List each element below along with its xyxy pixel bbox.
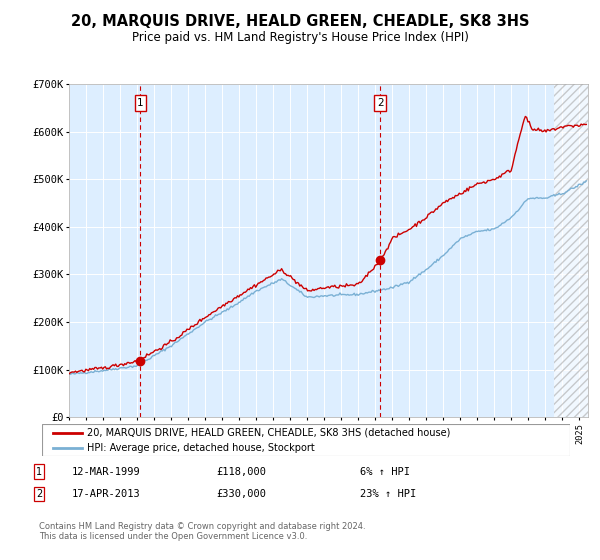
- Text: 1: 1: [137, 98, 144, 108]
- Text: 20, MARQUIS DRIVE, HEALD GREEN, CHEADLE, SK8 3HS (detached house): 20, MARQUIS DRIVE, HEALD GREEN, CHEADLE,…: [87, 428, 450, 438]
- Text: 6% ↑ HPI: 6% ↑ HPI: [360, 466, 410, 477]
- Text: 17-APR-2013: 17-APR-2013: [72, 489, 141, 499]
- FancyBboxPatch shape: [42, 424, 570, 456]
- Bar: [554, 84, 588, 417]
- Text: £118,000: £118,000: [216, 466, 266, 477]
- Text: 12-MAR-1999: 12-MAR-1999: [72, 466, 141, 477]
- Text: Price paid vs. HM Land Registry's House Price Index (HPI): Price paid vs. HM Land Registry's House …: [131, 31, 469, 44]
- Text: 1: 1: [36, 466, 42, 477]
- Text: 20, MARQUIS DRIVE, HEALD GREEN, CHEADLE, SK8 3HS: 20, MARQUIS DRIVE, HEALD GREEN, CHEADLE,…: [71, 14, 529, 29]
- Text: £330,000: £330,000: [216, 489, 266, 499]
- Text: HPI: Average price, detached house, Stockport: HPI: Average price, detached house, Stoc…: [87, 442, 314, 452]
- Text: 2: 2: [377, 98, 384, 108]
- Text: 2: 2: [36, 489, 42, 499]
- Text: Contains HM Land Registry data © Crown copyright and database right 2024.
This d: Contains HM Land Registry data © Crown c…: [39, 522, 365, 542]
- Text: 23% ↑ HPI: 23% ↑ HPI: [360, 489, 416, 499]
